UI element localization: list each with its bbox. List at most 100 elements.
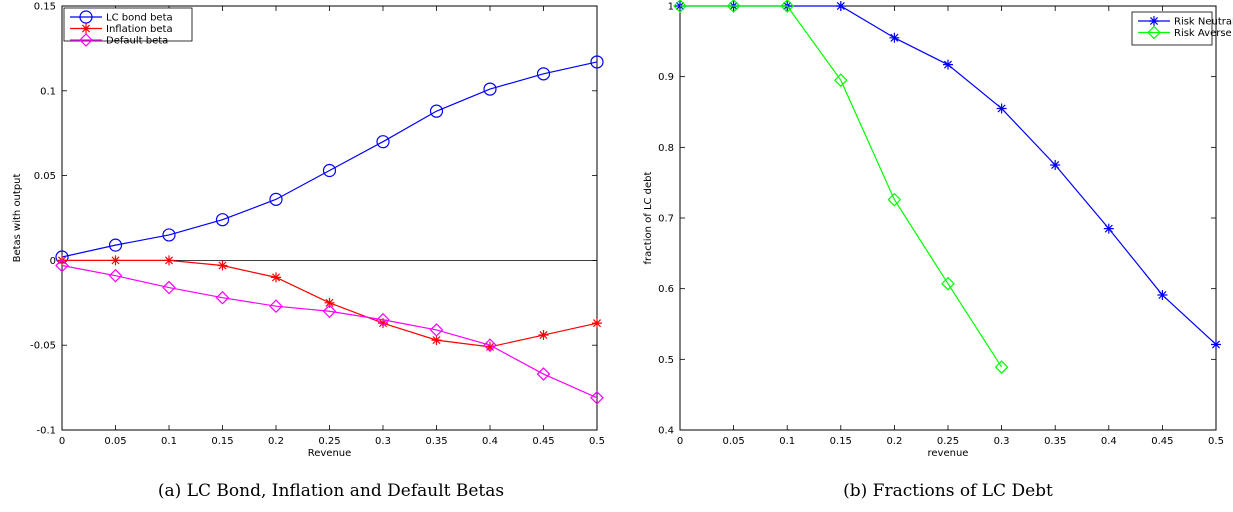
data-point <box>271 272 281 283</box>
data-point <box>673 0 687 13</box>
y-axis-title: Betas with output <box>12 174 23 263</box>
data-point <box>483 338 497 353</box>
x-tick-label: 0.3 <box>994 436 1010 447</box>
legend-box <box>1131 11 1213 46</box>
data-point <box>322 304 337 319</box>
data-point <box>269 299 283 314</box>
series-risk-averse <box>673 0 1009 374</box>
data-point <box>780 0 795 13</box>
x-tick-label: 0.15 <box>211 436 233 447</box>
data-point <box>592 318 602 329</box>
data-point <box>943 59 953 70</box>
data-point <box>324 297 335 308</box>
x-tick-label: 0.2 <box>268 436 284 447</box>
data-point <box>996 103 1007 114</box>
x-tick-label: 0.2 <box>886 436 902 447</box>
data-point <box>833 73 848 88</box>
data-point <box>889 32 900 43</box>
x-tick-label: 0.5 <box>589 436 605 447</box>
y-axis-title: fraction of LC debt <box>643 171 654 264</box>
data-point <box>1050 160 1061 170</box>
data-point <box>590 55 604 69</box>
data-point <box>941 276 955 291</box>
data-point <box>322 163 337 178</box>
y-tick-label: 1 <box>668 2 674 13</box>
y-tick-label: -0.1 <box>36 426 56 437</box>
x-tick-label: 0.05 <box>722 436 744 447</box>
series-inflation-beta <box>57 255 602 352</box>
data-point <box>217 260 228 271</box>
x-tick-label: 0.35 <box>1044 436 1066 447</box>
data-point <box>590 390 604 405</box>
y-tick-label: 0.1 <box>40 86 56 97</box>
x-tick-label: 0.25 <box>318 436 340 447</box>
plot-frame <box>61 5 598 431</box>
legend-marker <box>79 33 93 47</box>
x-tick-label: 0.15 <box>830 436 852 447</box>
y-tick-label: 0.9 <box>658 72 674 83</box>
y-tick-label: 0.6 <box>658 284 674 295</box>
y-tick-label: 0 <box>50 256 56 267</box>
x-tick-label: 0.45 <box>532 436 554 447</box>
data-point <box>108 238 123 252</box>
data-point <box>483 82 497 96</box>
x-tick-label: 0.05 <box>104 436 126 447</box>
y-tick-label: -0.05 <box>30 341 56 352</box>
legend-marker <box>79 10 93 24</box>
data-point <box>215 290 230 305</box>
x-tick-label: 0 <box>59 436 65 447</box>
x-tick-label: 0.3 <box>375 436 391 447</box>
data-point <box>835 1 846 11</box>
figure-caption: (b) Fractions of LC Debt <box>843 481 1053 501</box>
series-default-beta <box>55 258 604 405</box>
data-point <box>429 323 444 337</box>
data-point <box>55 258 69 273</box>
data-point <box>269 192 283 206</box>
y-tick-label: 0.4 <box>658 426 674 437</box>
data-point <box>994 360 1009 374</box>
data-point <box>376 135 390 149</box>
data-point <box>887 192 902 207</box>
series-line <box>680 5 1003 368</box>
x-axis-title: revenue <box>928 448 969 459</box>
data-point <box>1157 290 1168 301</box>
legend-label: Inflation beta <box>106 24 173 35</box>
x-tick-label: 0.35 <box>425 436 447 447</box>
x-tick-label: 0.1 <box>161 436 177 447</box>
data-point <box>538 330 549 341</box>
legend-label: Risk Averse <box>1174 28 1232 39</box>
data-point <box>726 0 741 13</box>
data-point <box>536 67 551 81</box>
data-point <box>108 268 123 283</box>
legend-label: LC bond beta <box>106 13 173 24</box>
chart-b-lc-debt-fractions: 0 0.05 0.1 0.15 0.2 0.25 0.3 0.35 0.4 0.45 0.5 0.4 0… <box>643 0 1233 501</box>
y-tick-label: 0.05 <box>34 171 56 182</box>
data-point <box>1211 339 1221 350</box>
data-point <box>162 280 176 295</box>
series-line <box>61 61 598 258</box>
series-line <box>61 264 598 399</box>
data-point <box>1103 223 1114 234</box>
figure-caption: (a) LC Bond, Inflation and Default Betas <box>158 481 504 501</box>
legend-marker <box>1147 25 1161 40</box>
legend-marker <box>81 23 91 34</box>
data-point <box>215 213 230 227</box>
data-point <box>378 318 388 329</box>
x-tick-label: 0.25 <box>937 436 959 447</box>
x-tick-label: 0 <box>677 436 683 447</box>
x-tick-label: 0.1 <box>779 436 795 447</box>
x-axis-title: Revenue <box>308 448 352 459</box>
data-point <box>57 255 67 266</box>
x-tick-label: 0.4 <box>482 436 498 447</box>
x-tick-label: 0.4 <box>1101 436 1117 447</box>
data-point <box>164 255 174 266</box>
y-tick-label: 0.15 <box>34 2 56 13</box>
plot-frame <box>679 5 1217 431</box>
data-point <box>162 228 176 242</box>
y-tick-label: 0.5 <box>658 355 674 366</box>
x-tick-label: 0.5 <box>1208 436 1224 447</box>
chart-a-betas: 0 0.05 0.1 0.15 0.2 0.25 0.3 0.35 0.4 0.45 0.5 -0.1… <box>12 2 605 502</box>
x-tick-label: 0.45 <box>1151 436 1173 447</box>
